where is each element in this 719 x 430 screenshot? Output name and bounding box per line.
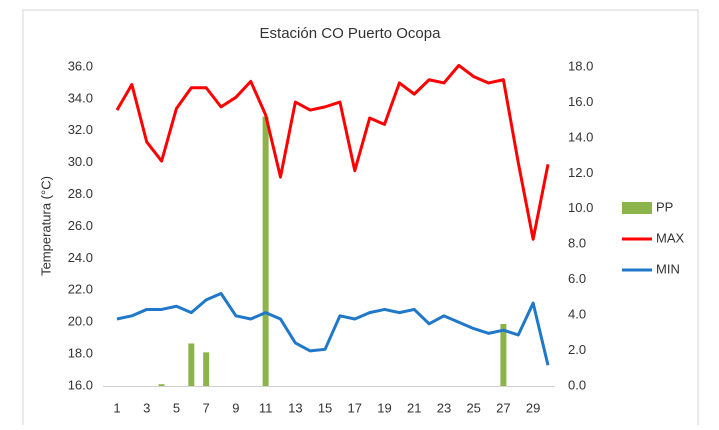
x-tick-label: 3	[143, 400, 150, 415]
bar	[188, 343, 195, 386]
x-tick-label: 23	[437, 400, 451, 415]
y-tick-label: 16.0	[68, 377, 93, 392]
bar	[262, 116, 269, 386]
y-tick-label: 30.0	[68, 154, 93, 169]
y2-tick-label: 12.0	[568, 165, 593, 180]
x-tick-label: 9	[232, 400, 239, 415]
x-tick-label: 19	[377, 400, 391, 415]
y-tick-label: 24.0	[68, 250, 93, 265]
x-tick-label: 15	[318, 400, 332, 415]
legend-label: MAX	[656, 230, 685, 245]
y-tick-label: 20.0	[68, 314, 93, 329]
legend-swatch	[622, 202, 652, 214]
x-tick-label: 7	[203, 400, 210, 415]
y2-tick-label: 0.0	[568, 377, 586, 392]
y2-tick-label: 16.0	[568, 94, 593, 109]
line	[116, 291, 550, 366]
bar	[203, 352, 210, 386]
y-tick-label: 18.0	[68, 346, 93, 361]
y2-tick-label: 10.0	[568, 200, 593, 215]
x-tick-label: 17	[348, 400, 362, 415]
x-tick-label: 11	[259, 400, 273, 415]
x-tick-label: 1	[113, 400, 120, 415]
y2-tick-label: 8.0	[568, 236, 586, 251]
y2-tick-label: 18.0	[568, 58, 593, 73]
y-tick-label: 28.0	[68, 186, 93, 201]
x-tick-label: 25	[466, 400, 480, 415]
line	[115, 63, 550, 241]
y-tick-label: 26.0	[68, 218, 93, 233]
x-tick-label: 13	[288, 400, 302, 415]
y2-tick-label: 4.0	[568, 307, 586, 322]
chart-title: Estación CO Puerto Ocopa	[260, 25, 442, 42]
x-tick-label: 27	[496, 400, 510, 415]
y-axis-title: Temperatura (°C)	[38, 176, 53, 276]
legend-label: PP	[656, 199, 673, 214]
x-tick-label: 5	[173, 400, 180, 415]
chart-frame	[22, 9, 699, 430]
x-tick-label: 21	[407, 400, 421, 415]
y2-tick-label: 2.0	[568, 342, 586, 357]
y-tick-label: 36.0	[68, 58, 93, 73]
bar	[158, 384, 165, 386]
x-tick-label: 29	[526, 400, 540, 415]
y-tick-label: 32.0	[68, 122, 93, 137]
legend-label: MIN	[656, 261, 680, 276]
y2-tick-label: 6.0	[568, 271, 586, 286]
y-tick-label: 34.0	[68, 90, 93, 105]
y-tick-label: 22.0	[68, 282, 93, 297]
bar	[500, 323, 507, 386]
y2-tick-label: 14.0	[568, 129, 593, 144]
